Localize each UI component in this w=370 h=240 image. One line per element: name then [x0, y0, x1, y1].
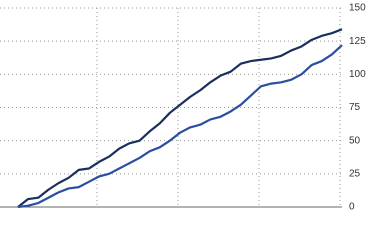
chart: 0 25 50 75 100 125 150 — [0, 3, 366, 213]
y-tick-label: 100 — [349, 69, 366, 80]
line — [17, 44, 343, 209]
y-tick-label: 150 — [349, 3, 366, 14]
y-tick-label: 75 — [349, 102, 361, 113]
y-tick-label: 0 — [349, 202, 355, 213]
y-tick-label: 25 — [349, 168, 361, 179]
y-tick-label: 50 — [349, 135, 361, 146]
line — [17, 28, 343, 208]
y-tick-label: 125 — [349, 36, 366, 47]
